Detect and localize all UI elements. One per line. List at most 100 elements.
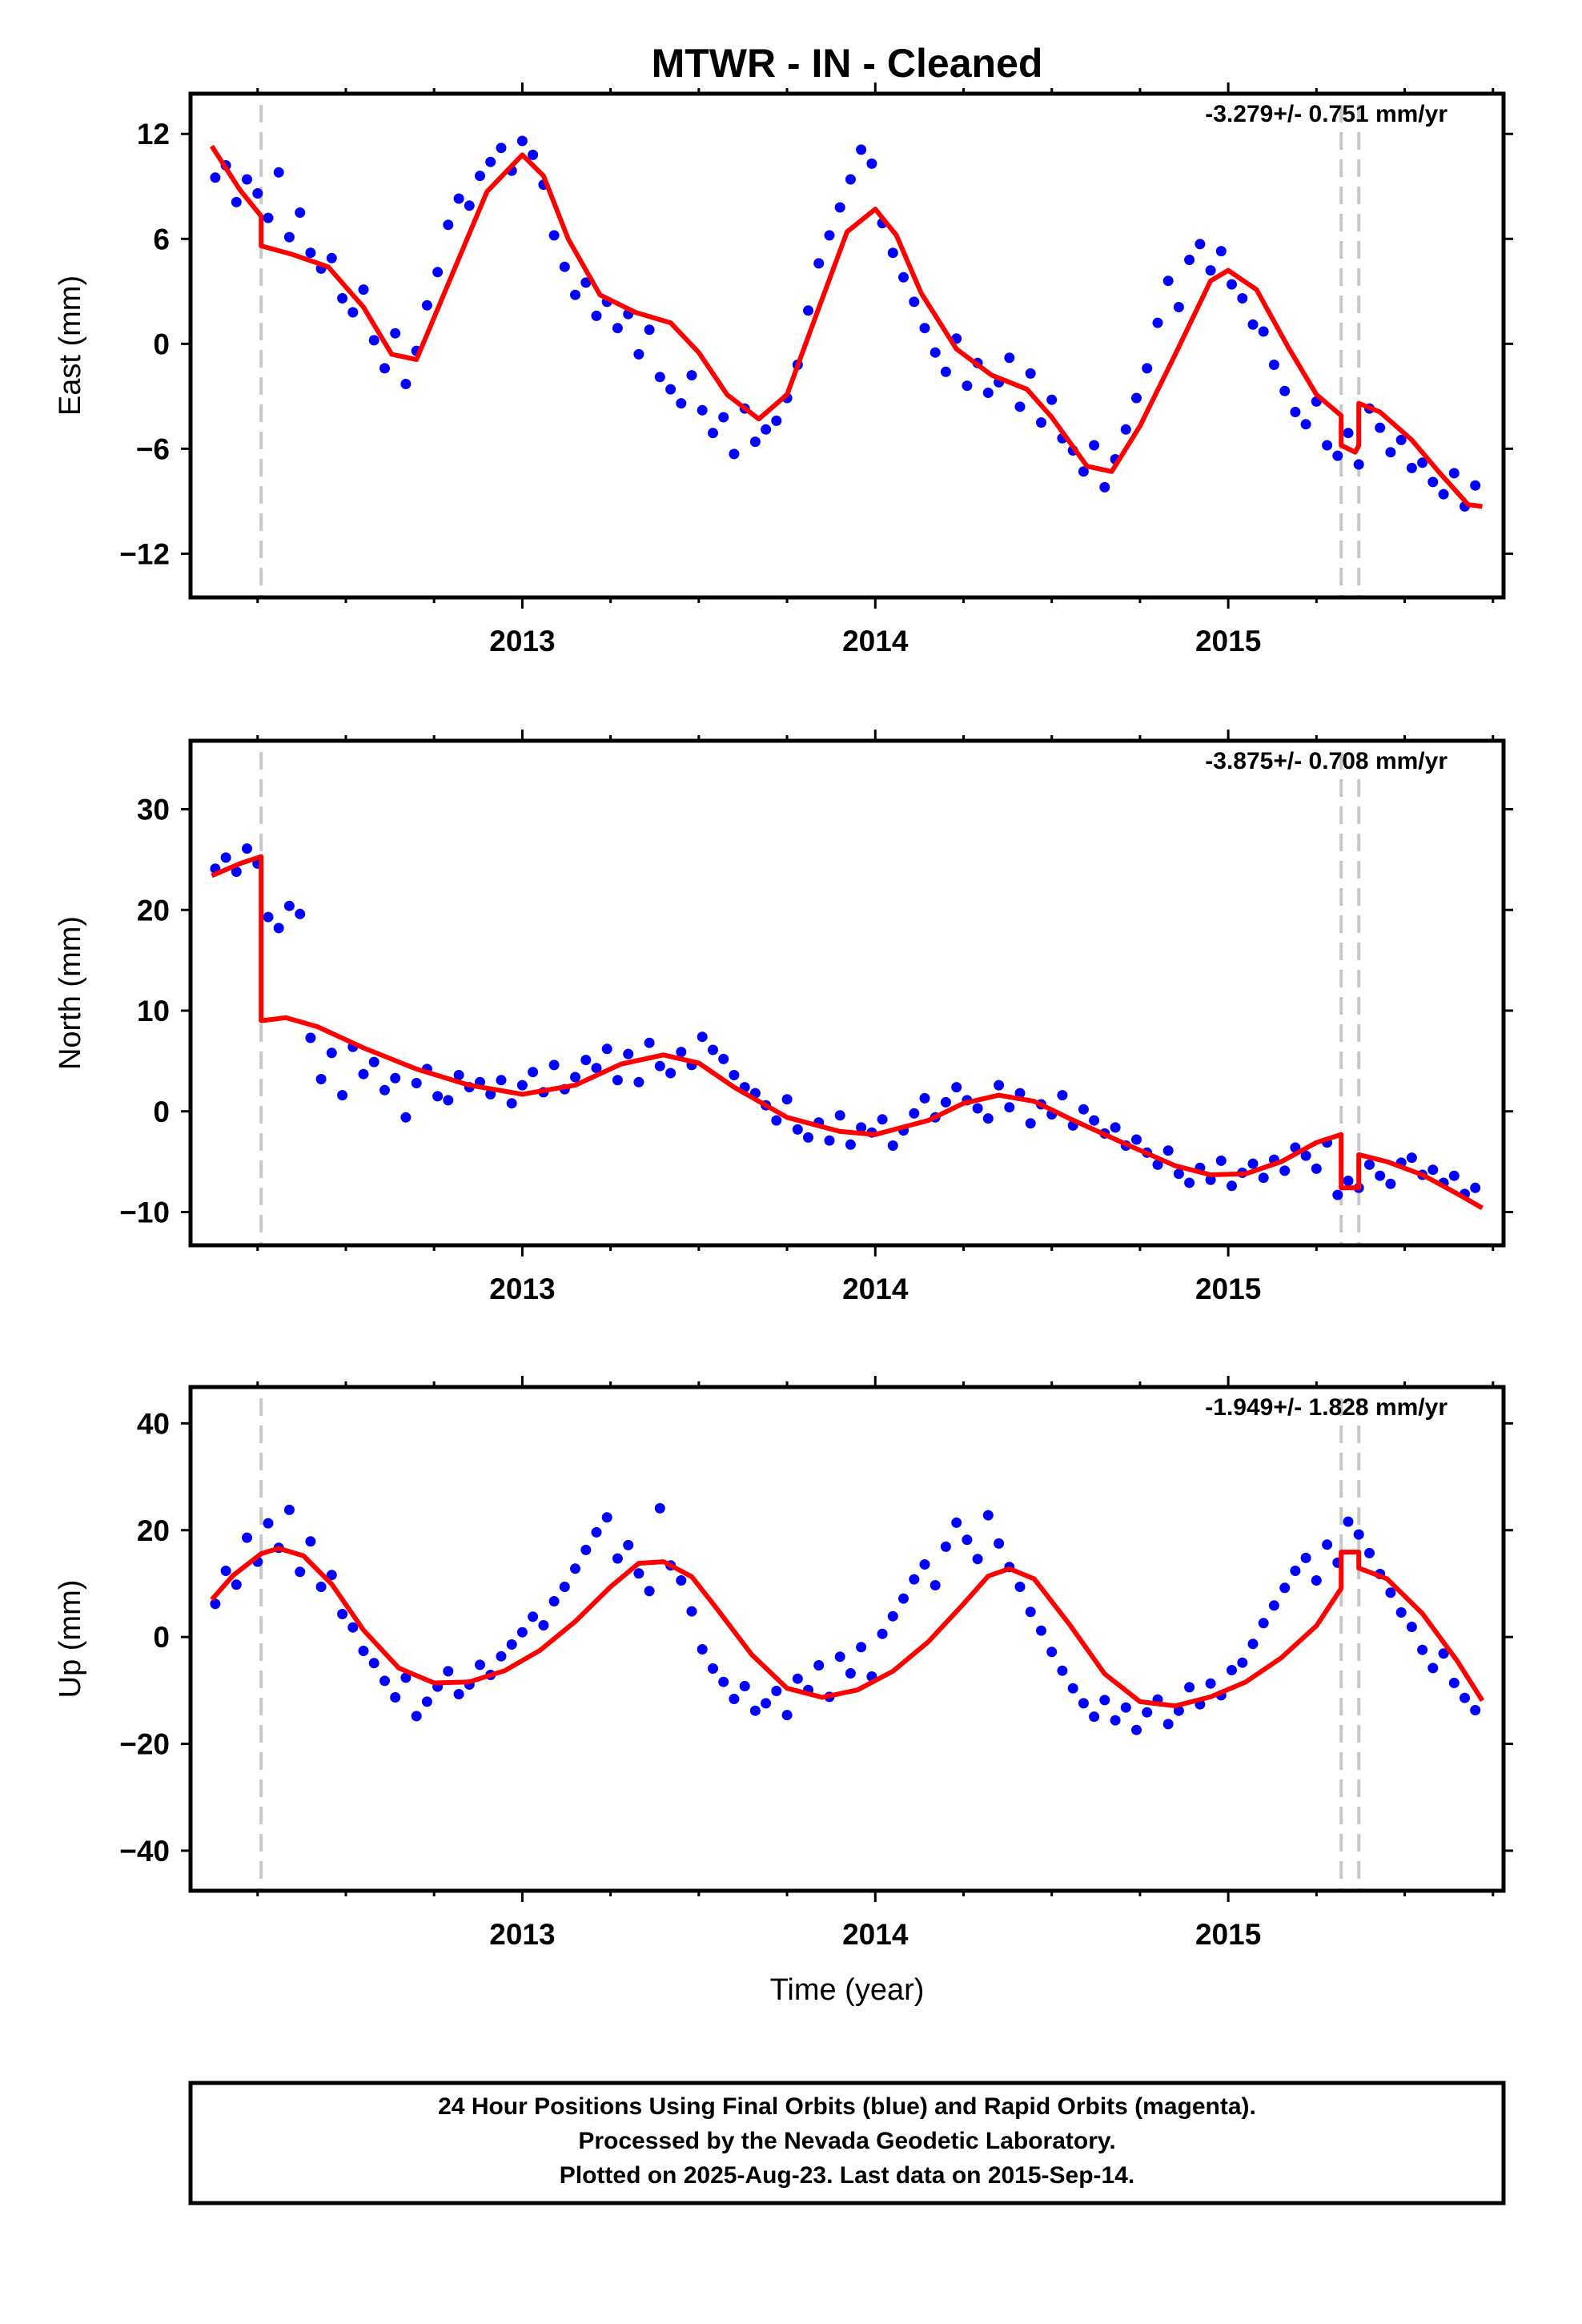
east-model-line — [209, 144, 1483, 509]
up-data-point — [1089, 1711, 1100, 1723]
north-data-point — [231, 866, 242, 877]
east-data-point — [1322, 440, 1333, 451]
east-x-tick-label: 2014 — [842, 625, 909, 657]
north-data-point — [856, 1122, 867, 1133]
up-data-point — [1395, 1607, 1407, 1618]
north-data-point — [1427, 1164, 1439, 1176]
north-data-point — [1057, 1090, 1068, 1101]
up-data-point — [305, 1536, 316, 1547]
up-data-point — [506, 1639, 517, 1650]
east-data-point — [432, 267, 444, 278]
north-data-point — [1375, 1170, 1386, 1181]
north-data-point — [909, 1108, 920, 1119]
up-data-point — [845, 1668, 856, 1679]
east-data-point — [210, 172, 221, 183]
up-data-point — [1184, 1682, 1195, 1693]
up-data-point — [1036, 1625, 1046, 1636]
north-data-point — [845, 1139, 856, 1150]
north-data-point — [887, 1140, 898, 1151]
up-data-point — [263, 1518, 274, 1529]
north-data-point — [1184, 1177, 1195, 1188]
east-data-point — [1078, 466, 1089, 477]
north-data-point — [1110, 1122, 1121, 1133]
east-data-point — [824, 230, 835, 241]
east-data-point — [379, 363, 390, 374]
east-data-point — [1395, 434, 1407, 445]
up-data-point — [1470, 1705, 1481, 1715]
north-data-point — [792, 1124, 803, 1135]
up-data-point — [337, 1609, 348, 1619]
north-data-point — [1215, 1155, 1227, 1166]
north-data-point — [601, 1043, 612, 1055]
east-data-point — [528, 149, 539, 160]
up-data-point — [1268, 1600, 1279, 1611]
east-data-point — [443, 219, 454, 231]
north-data-point — [432, 1091, 444, 1102]
north-y-tick-label: 10 — [137, 995, 170, 1027]
north-data-point — [1364, 1159, 1375, 1170]
east-data-point — [686, 370, 697, 381]
up-data-point — [1162, 1719, 1174, 1730]
up-data-point — [919, 1559, 930, 1570]
east-data-point — [1205, 265, 1216, 276]
east-data-point — [273, 167, 284, 178]
north-data-point — [803, 1132, 813, 1143]
up-data-point — [496, 1651, 507, 1662]
east-data-point — [1014, 401, 1026, 412]
east-data-point — [1131, 392, 1142, 404]
up-data-point — [538, 1620, 549, 1630]
east-data-point — [1385, 447, 1396, 458]
east-data-point — [283, 231, 295, 243]
up-data-point — [708, 1663, 718, 1674]
north-data-point — [1152, 1159, 1163, 1170]
footer-frame — [188, 2081, 1506, 2205]
north-y-tick-label: 20 — [137, 894, 170, 927]
east-data-point — [516, 135, 528, 147]
north-data-point — [612, 1075, 623, 1086]
figure-title: MTWR - IN - Cleaned — [652, 41, 1043, 86]
north-y-tick-label: 30 — [137, 794, 170, 826]
north-data-point — [411, 1078, 422, 1088]
east-data-point — [813, 258, 825, 269]
north-data-point — [919, 1092, 930, 1104]
up-rate-annotation: -1.949+/- 1.828 mm/yr — [1205, 1394, 1447, 1421]
north-data-point — [295, 908, 306, 919]
up-data-point — [1131, 1724, 1142, 1735]
east-data-point — [708, 428, 718, 439]
east-data-point — [1004, 352, 1015, 364]
north-data-point — [506, 1098, 517, 1109]
north-data-point — [1406, 1152, 1417, 1164]
up-data-point — [729, 1694, 740, 1704]
up-data-point — [1014, 1582, 1026, 1592]
up-data-point — [1247, 1638, 1259, 1650]
east-data-point — [252, 188, 263, 199]
up-data-point — [347, 1622, 359, 1633]
north-data-point — [1385, 1178, 1396, 1189]
up-data-point — [591, 1526, 602, 1538]
footer-line-1: 24 Hour Positions Using Final Orbits (bl… — [438, 2093, 1256, 2120]
up-data-point — [283, 1504, 295, 1515]
up-data-point — [834, 1651, 845, 1663]
east-data-point — [982, 388, 994, 398]
up-data-point — [1078, 1698, 1089, 1709]
north-data-point — [242, 843, 252, 854]
east-data-point — [771, 415, 782, 426]
up-data-point — [1099, 1695, 1110, 1706]
up-data-point — [771, 1686, 782, 1696]
up-y-tick-label: 0 — [153, 1621, 170, 1654]
east-data-point — [1036, 417, 1046, 428]
east-data-point — [559, 261, 570, 272]
east-data-point — [887, 247, 898, 259]
north-data-point — [1131, 1134, 1142, 1145]
north-data-point — [824, 1135, 835, 1146]
north-data-point — [951, 1082, 962, 1093]
east-data-point — [697, 404, 708, 416]
north-y-tick-label: 0 — [153, 1096, 170, 1128]
east-data-point — [1152, 317, 1163, 328]
footer-box: 24 Hour Positions Using Final Orbits (bl… — [188, 2081, 1506, 2205]
east-data-point — [570, 289, 580, 300]
north-data-point — [940, 1096, 951, 1108]
north-data-point — [623, 1048, 634, 1059]
north-data-point — [580, 1055, 592, 1066]
